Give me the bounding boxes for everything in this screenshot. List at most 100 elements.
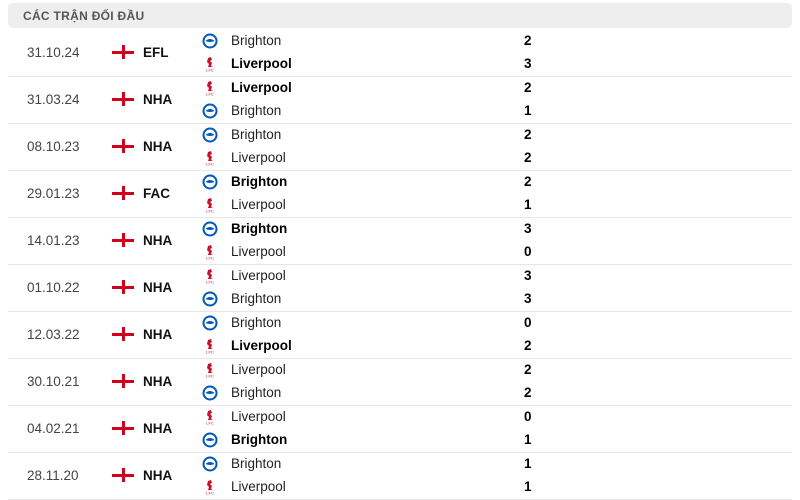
match-date: 12.03.22 bbox=[27, 327, 80, 342]
match-row[interactable]: 28.11.20 NHA Brighton 1 LFC Liverpool 1 bbox=[8, 453, 792, 500]
team-name: Brighton bbox=[231, 174, 288, 189]
team-score: 3 bbox=[524, 268, 532, 283]
competition-label: NHA bbox=[143, 139, 173, 154]
team-line: LFC Liverpool 0 bbox=[202, 241, 602, 263]
team-name: Liverpool bbox=[231, 479, 286, 494]
team-score: 1 bbox=[524, 456, 532, 471]
competition-label: EFL bbox=[143, 45, 169, 60]
section-title: CÁC TRẬN ĐỐI ĐẦU bbox=[23, 9, 145, 23]
competition-label: FAC bbox=[143, 186, 170, 201]
team-line: Brighton 3 bbox=[202, 288, 602, 310]
brighton-crest-icon bbox=[202, 33, 218, 49]
match-row[interactable]: 31.03.24 NHA LFC Liverpool 2 Brighton 1 bbox=[8, 77, 792, 124]
team-score: 2 bbox=[524, 33, 532, 48]
england-flag-icon bbox=[112, 92, 134, 106]
svg-text:LFC: LFC bbox=[206, 421, 214, 426]
team-line: Brighton 2 bbox=[202, 30, 602, 52]
team-name: Brighton bbox=[231, 432, 288, 447]
team-name: Brighton bbox=[231, 127, 282, 142]
liverpool-crest-icon: LFC bbox=[202, 56, 218, 73]
team-name: Liverpool bbox=[231, 244, 286, 259]
match-row[interactable]: 04.02.21 NHA LFC Liverpool 0 Brighton 1 bbox=[8, 406, 792, 453]
match-date: 04.02.21 bbox=[27, 421, 80, 436]
liverpool-crest-icon: LFC bbox=[202, 409, 218, 426]
england-flag-icon bbox=[112, 186, 134, 200]
match-row[interactable]: 08.10.23 NHA Brighton 2 LFC Liverpool 2 bbox=[8, 124, 792, 171]
section-header: CÁC TRẬN ĐỐI ĐẦU bbox=[8, 3, 792, 28]
svg-text:LFC: LFC bbox=[206, 350, 214, 355]
team-name: Liverpool bbox=[231, 197, 286, 212]
team-line: LFC Liverpool 2 bbox=[202, 335, 602, 357]
svg-text:LFC: LFC bbox=[206, 256, 214, 261]
team-name: Brighton bbox=[231, 221, 288, 236]
match-date: 14.01.23 bbox=[27, 233, 80, 248]
england-flag-icon bbox=[112, 468, 134, 482]
team-name: Liverpool bbox=[231, 338, 292, 353]
match-date: 28.11.20 bbox=[27, 468, 79, 483]
liverpool-crest-icon: LFC bbox=[202, 80, 218, 97]
match-date: 31.10.24 bbox=[27, 45, 80, 60]
svg-text:LFC: LFC bbox=[206, 92, 214, 97]
team-name: Brighton bbox=[231, 33, 282, 48]
brighton-crest-icon bbox=[202, 103, 218, 119]
svg-text:LFC: LFC bbox=[206, 68, 214, 73]
competition-label: NHA bbox=[143, 280, 173, 295]
team-score: 3 bbox=[524, 56, 532, 71]
brighton-crest-icon bbox=[202, 174, 218, 190]
england-flag-icon bbox=[112, 139, 134, 153]
team-line: Brighton 2 bbox=[202, 382, 602, 404]
team-line: LFC Liverpool 0 bbox=[202, 406, 602, 428]
team-score: 2 bbox=[524, 362, 532, 377]
liverpool-crest-icon: LFC bbox=[202, 479, 218, 496]
england-flag-icon bbox=[112, 421, 134, 435]
liverpool-crest-icon: LFC bbox=[202, 197, 218, 214]
liverpool-crest-icon: LFC bbox=[202, 244, 218, 261]
team-line: LFC Liverpool 1 bbox=[202, 194, 602, 216]
team-line: Brighton 2 bbox=[202, 124, 602, 146]
liverpool-crest-icon: LFC bbox=[202, 338, 218, 355]
brighton-crest-icon bbox=[202, 456, 218, 472]
match-row[interactable]: 29.01.23 FAC Brighton 2 LFC Liverpool 1 bbox=[8, 171, 792, 218]
team-score: 1 bbox=[524, 432, 532, 447]
match-date: 31.03.24 bbox=[27, 92, 80, 107]
team-line: Brighton 1 bbox=[202, 100, 602, 122]
team-score: 3 bbox=[524, 221, 532, 236]
competition-label: NHA bbox=[143, 374, 173, 389]
match-row[interactable]: 12.03.22 NHA Brighton 0 LFC Liverpool 2 bbox=[8, 312, 792, 359]
team-name: Liverpool bbox=[231, 409, 286, 424]
team-score: 2 bbox=[524, 150, 532, 165]
svg-text:LFC: LFC bbox=[206, 374, 214, 379]
team-line: Brighton 1 bbox=[202, 453, 602, 475]
brighton-crest-icon bbox=[202, 432, 218, 448]
match-date: 30.10.21 bbox=[27, 374, 80, 389]
match-row[interactable]: 01.10.22 NHA LFC Liverpool 3 Brighton 3 bbox=[8, 265, 792, 312]
team-name: Brighton bbox=[231, 103, 282, 118]
brighton-crest-icon bbox=[202, 291, 218, 307]
england-flag-icon bbox=[112, 280, 134, 294]
team-line: LFC Liverpool 1 bbox=[202, 476, 602, 498]
team-score: 1 bbox=[524, 103, 532, 118]
team-name: Liverpool bbox=[231, 80, 292, 95]
england-flag-icon bbox=[112, 233, 134, 247]
team-line: Brighton 2 bbox=[202, 171, 602, 193]
team-name: Brighton bbox=[231, 456, 282, 471]
brighton-crest-icon bbox=[202, 127, 218, 143]
match-list: 31.10.24 EFL Brighton 2 LFC Liverpool 3 … bbox=[8, 30, 792, 500]
team-name: Brighton bbox=[231, 315, 282, 330]
svg-text:LFC: LFC bbox=[206, 162, 214, 167]
team-name: Brighton bbox=[231, 291, 282, 306]
match-row[interactable]: 14.01.23 NHA Brighton 3 LFC Liverpool 0 bbox=[8, 218, 792, 265]
svg-text:LFC: LFC bbox=[206, 491, 214, 496]
match-date: 08.10.23 bbox=[27, 139, 80, 154]
svg-text:LFC: LFC bbox=[206, 209, 214, 214]
liverpool-crest-icon: LFC bbox=[202, 150, 218, 167]
england-flag-icon bbox=[112, 374, 134, 388]
team-score: 0 bbox=[524, 315, 532, 330]
match-row[interactable]: 31.10.24 EFL Brighton 2 LFC Liverpool 3 bbox=[8, 30, 792, 77]
brighton-crest-icon bbox=[202, 221, 218, 237]
competition-label: NHA bbox=[143, 468, 173, 483]
competition-label: NHA bbox=[143, 327, 173, 342]
match-row[interactable]: 30.10.21 NHA LFC Liverpool 2 Brighton 2 bbox=[8, 359, 792, 406]
liverpool-crest-icon: LFC bbox=[202, 362, 218, 379]
team-score: 0 bbox=[524, 244, 532, 259]
